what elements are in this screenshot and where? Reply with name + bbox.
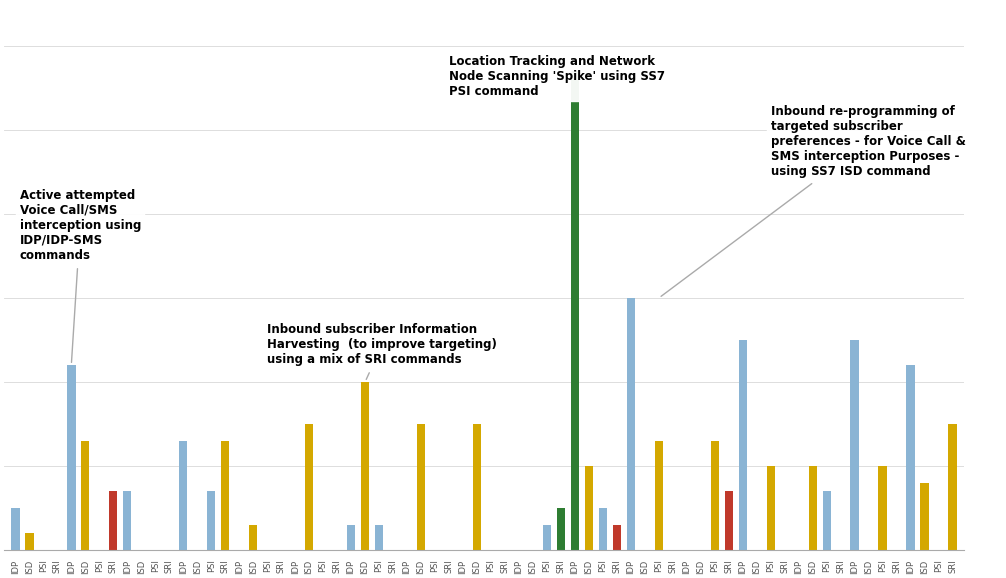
Bar <box>375 525 383 550</box>
Bar <box>556 508 565 550</box>
Bar <box>473 424 481 550</box>
Bar <box>25 533 33 550</box>
Bar <box>207 491 215 550</box>
Bar <box>584 466 594 550</box>
Bar <box>906 365 914 550</box>
Bar <box>627 298 635 550</box>
Bar <box>123 491 132 550</box>
Bar <box>599 508 607 550</box>
Text: Inbound subscriber Information
Harvesting  (to improve targeting)
using a mix of: Inbound subscriber Information Harvestin… <box>268 323 497 379</box>
Bar <box>724 491 733 550</box>
Bar <box>710 440 719 550</box>
Bar <box>738 340 747 550</box>
Bar <box>613 525 621 550</box>
Bar <box>361 382 369 550</box>
Bar <box>949 424 957 550</box>
Bar <box>850 340 859 550</box>
Bar <box>809 466 817 550</box>
Bar <box>305 424 313 550</box>
Bar <box>81 440 90 550</box>
Bar <box>416 424 426 550</box>
Bar <box>542 525 551 550</box>
Bar <box>823 491 831 550</box>
Bar <box>109 491 118 550</box>
Bar <box>920 483 929 550</box>
Bar <box>248 525 258 550</box>
Text: Location Tracking and Network
Node Scanning 'Spike' using SS7
PSI command: Location Tracking and Network Node Scann… <box>449 54 665 98</box>
Text: Inbound re-programming of
targeted subscriber
preferences - for Voice Call &
SMS: Inbound re-programming of targeted subsc… <box>661 105 966 297</box>
Bar <box>347 525 355 550</box>
Bar <box>655 440 663 550</box>
Bar <box>11 508 19 550</box>
Bar <box>570 71 579 550</box>
Bar <box>221 440 229 550</box>
Bar <box>179 440 187 550</box>
Text: Active attempted
Voice Call/SMS
interception using
IDP/IDP-SMS
commands: Active attempted Voice Call/SMS intercep… <box>19 189 141 362</box>
Bar <box>67 365 75 550</box>
Bar <box>767 466 775 550</box>
Bar <box>878 466 887 550</box>
